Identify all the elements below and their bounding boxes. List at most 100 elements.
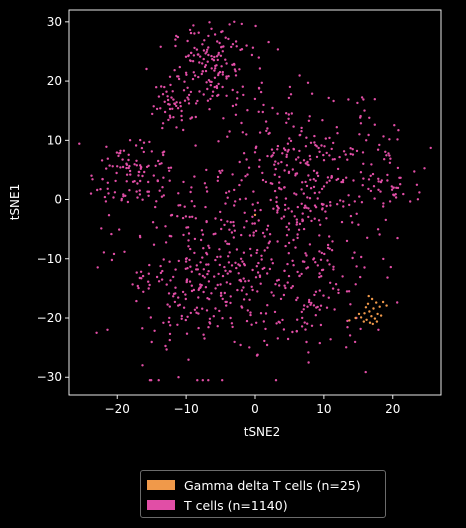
t-cell-point — [267, 242, 270, 245]
t-cell-point — [152, 243, 156, 246]
t-cell-point — [243, 211, 246, 214]
t-cell-point — [396, 138, 399, 141]
t-cell-point — [230, 231, 234, 234]
t-cell-point — [349, 152, 352, 156]
t-cell-point — [224, 202, 227, 205]
t-cell-point — [162, 258, 165, 261]
t-cell-point — [379, 180, 383, 184]
t-cell-point — [314, 290, 318, 293]
t-cell-point — [149, 316, 152, 319]
t-cell-point — [284, 148, 287, 152]
t-cell-point — [396, 186, 400, 190]
t-cell-point — [170, 96, 173, 99]
t-cell-point — [325, 151, 328, 155]
t-cell-point — [223, 265, 226, 269]
t-cell-point — [382, 135, 385, 138]
t-cell-point — [125, 166, 128, 170]
t-cell-point — [128, 189, 131, 192]
t-cell-point — [140, 146, 144, 150]
t-cell-point — [416, 198, 420, 201]
gamma-delta-point — [253, 213, 257, 217]
t-cell-point — [116, 165, 119, 168]
t-cell-point — [226, 242, 229, 245]
t-cell-point — [155, 275, 159, 279]
t-cell-point — [164, 344, 167, 348]
t-cell-point — [366, 236, 369, 239]
t-cell-point — [367, 187, 370, 191]
y-tick-label: 0 — [54, 193, 62, 207]
t-cell-point — [249, 313, 252, 317]
t-cell-point — [205, 186, 208, 189]
t-cell-point — [243, 226, 246, 229]
t-cell-point — [393, 124, 396, 127]
t-cell-point — [192, 24, 195, 27]
t-cell-point — [307, 215, 310, 219]
t-cell-point — [151, 112, 154, 116]
t-cell-point — [105, 167, 108, 170]
t-cell-point — [283, 269, 286, 273]
t-cell-point — [240, 22, 243, 26]
t-cell-point — [307, 361, 310, 364]
t-cell-point — [106, 157, 110, 160]
t-cell-point — [151, 221, 155, 224]
t-cell-point — [147, 190, 151, 193]
t-cell-point — [307, 174, 310, 177]
t-cell-point — [99, 188, 102, 191]
t-cell-point — [139, 270, 143, 273]
t-cell-point — [328, 136, 331, 140]
t-cell-point — [328, 154, 331, 157]
t-cell-point — [353, 200, 356, 203]
t-cell-point — [177, 192, 180, 195]
t-cell-point — [182, 89, 186, 92]
t-cell-point — [305, 340, 308, 344]
t-cell-point — [194, 115, 197, 119]
t-cell-point — [376, 228, 380, 231]
t-cell-point — [388, 138, 391, 141]
t-cell-point — [96, 266, 99, 269]
t-cell-point — [360, 201, 364, 204]
t-cell-point — [128, 164, 131, 168]
t-cell-point — [158, 162, 161, 166]
t-cell-point — [260, 81, 263, 85]
t-cell-point — [207, 46, 210, 49]
t-cell-point — [346, 158, 349, 161]
t-cell-point — [182, 233, 185, 237]
t-cell-point — [219, 294, 223, 297]
t-cell-point — [207, 280, 211, 283]
t-cell-point — [318, 341, 321, 345]
t-cell-point — [176, 35, 180, 39]
t-cell-point — [256, 353, 259, 356]
gamma-delta-point — [371, 322, 374, 326]
t-cell-point — [184, 55, 188, 58]
t-cell-point — [180, 314, 183, 318]
t-cell-point — [306, 322, 309, 325]
t-cell-point — [271, 106, 274, 110]
t-cell-point — [289, 139, 293, 143]
t-cell-point — [186, 86, 189, 90]
t-cell-point — [135, 190, 138, 193]
t-cell-point — [332, 99, 335, 103]
t-cell-point — [157, 95, 161, 98]
t-cell-point — [266, 272, 269, 275]
t-cell-point — [110, 258, 114, 262]
t-cell-point — [166, 98, 170, 102]
t-cell-point — [308, 154, 311, 158]
t-cell-point — [159, 264, 162, 268]
t-cell-point — [163, 85, 166, 89]
t-cell-point — [143, 170, 146, 174]
t-cell-point — [332, 268, 335, 271]
t-cell-point — [184, 297, 187, 301]
t-cell-point — [141, 327, 144, 330]
t-cell-point — [378, 233, 381, 236]
t-cell-point — [373, 98, 376, 101]
t-cell-point — [205, 220, 208, 223]
t-cell-point — [303, 260, 306, 263]
t-cell-point — [349, 214, 353, 218]
t-cell-point — [122, 195, 125, 198]
t-cell-point — [278, 284, 281, 287]
t-cell-point — [239, 257, 243, 260]
t-cell-point — [225, 94, 228, 98]
t-cell-point — [298, 149, 301, 153]
t-cell-point — [429, 146, 432, 150]
t-cell-point — [280, 160, 283, 164]
